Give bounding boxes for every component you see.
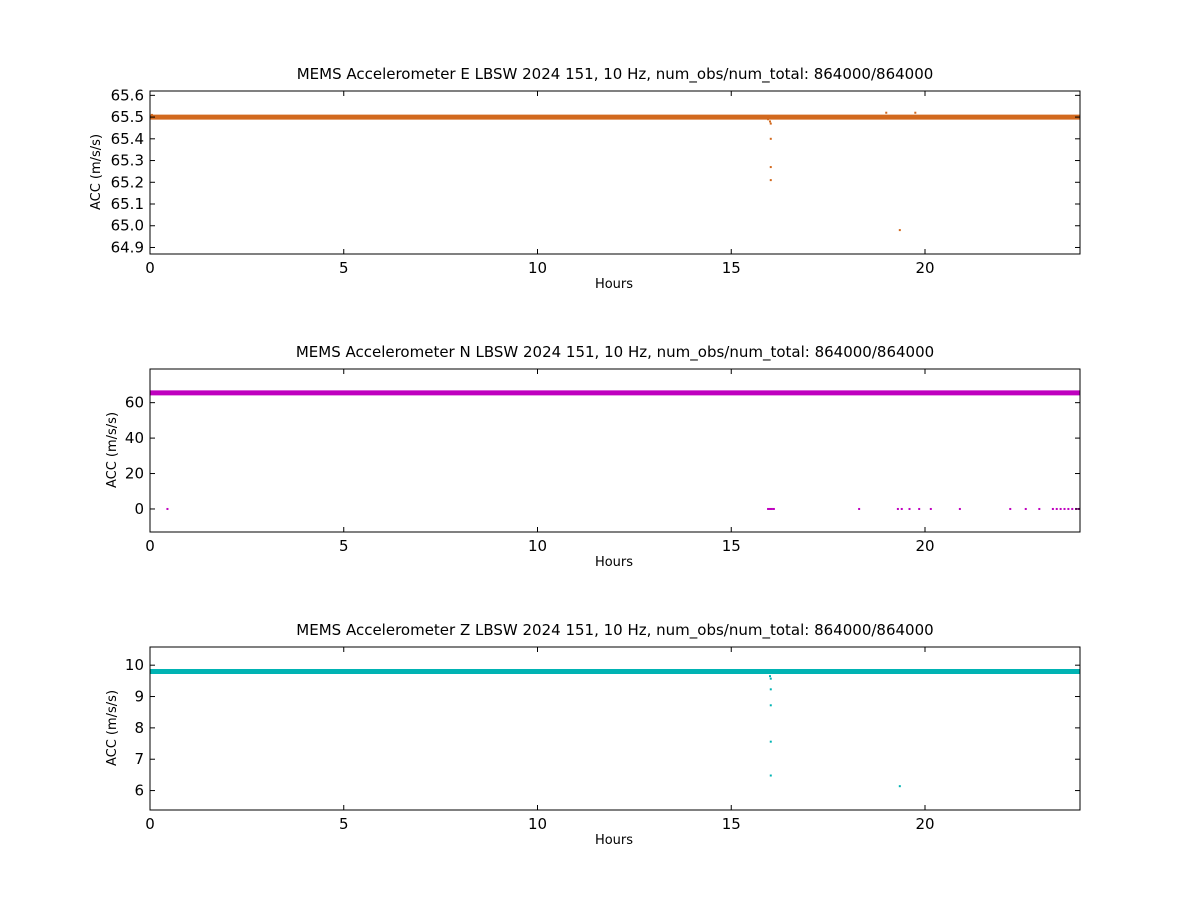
data-point [767,118,770,121]
x-axis-label: Hours [595,833,633,848]
data-point [769,688,772,691]
data-point [769,675,771,678]
x-tick-label: 10 [528,815,547,833]
data-point [1038,507,1041,510]
data-point [769,704,772,707]
data-point [1055,507,1058,510]
data-point [918,507,921,510]
plot-frame [149,368,1081,533]
data-point [1063,507,1066,510]
data-point [898,785,901,788]
x-tick-label: 0 [145,815,155,833]
y-tick-label: 10 [125,656,144,674]
x-tick-label: 10 [528,259,547,277]
x-tick-label: 0 [145,259,155,277]
x-tick-label: 20 [915,537,934,555]
x-tick-label: 15 [722,815,741,833]
data-point [898,229,901,232]
y-tick-label: 40 [125,429,144,447]
data-point [769,137,772,140]
data-point [858,507,861,510]
data-point [769,166,772,169]
y-tick-label: 65.4 [111,130,144,148]
data-point [1051,507,1054,510]
x-tick-label: 10 [528,537,547,555]
x-tick-label: 15 [722,537,741,555]
data-point [914,111,917,114]
y-tick-label: 7 [134,750,144,768]
plot-frame [149,90,1081,255]
y-tick-label: 20 [125,465,144,483]
x-axis-label: Hours [595,277,633,292]
x-axis-label: Hours [595,555,633,570]
data-point [769,740,772,743]
data-point [183,671,186,674]
data-point [1059,507,1062,510]
chart-title: MEMS Accelerometer N LBSW 2024 151, 10 H… [296,343,934,362]
data-point [1071,507,1074,510]
data-point [769,677,772,680]
y-tick-label: 65.3 [111,152,144,170]
chart-title: MEMS Accelerometer Z LBSW 2024 151, 10 H… [296,621,933,640]
data-point [150,113,153,116]
y-tick-label: 65.2 [111,173,144,191]
data-point [1024,507,1027,510]
x-tick-label: 5 [339,815,349,833]
y-tick-label: 9 [134,688,144,706]
subplot-north: MEMS Accelerometer N LBSW 2024 151, 10 H… [105,343,1081,570]
data-point [1009,507,1012,510]
data-point [769,179,772,182]
subplot-vertical: MEMS Accelerometer Z LBSW 2024 151, 10 H… [105,621,1081,848]
y-axis-label: ACC (m/s/s) [89,134,104,210]
x-tick-label: 20 [915,815,934,833]
y-tick-label: 60 [125,394,144,412]
y-axis-label: ACC (m/s/s) [105,412,120,488]
y-tick-label: 65.5 [111,108,144,126]
data-point [908,507,911,510]
data-point [770,507,773,510]
x-tick-label: 5 [339,259,349,277]
data-point [896,507,899,510]
data-point [166,507,169,510]
data-point [885,111,888,114]
chart-title: MEMS Accelerometer E LBSW 2024 151, 10 H… [297,65,934,84]
y-tick-label: 65.0 [111,217,144,235]
data-point [769,122,772,125]
y-tick-label: 6 [134,782,144,800]
data-point [767,507,770,510]
x-tick-label: 0 [145,537,155,555]
y-tick-label: 8 [134,719,144,737]
y-axis-label: ACC (m/s/s) [105,690,120,766]
data-point [958,507,961,510]
plot-frame [149,646,1081,811]
data-point [1067,507,1070,510]
y-tick-label: 65.1 [111,195,144,213]
y-tick-label: 0 [134,500,144,518]
data-point [195,671,198,674]
data-point [772,507,775,510]
data-point [769,120,771,123]
data-point [929,507,932,510]
y-tick-label: 64.9 [111,238,144,256]
data-point [900,507,903,510]
x-tick-label: 5 [339,537,349,555]
data-point [769,774,772,777]
subplot-east: MEMS Accelerometer E LBSW 2024 151, 10 H… [89,65,1081,292]
data-point [769,507,771,510]
x-tick-label: 20 [915,259,934,277]
y-tick-label: 65.6 [111,86,144,104]
x-tick-label: 15 [722,259,741,277]
